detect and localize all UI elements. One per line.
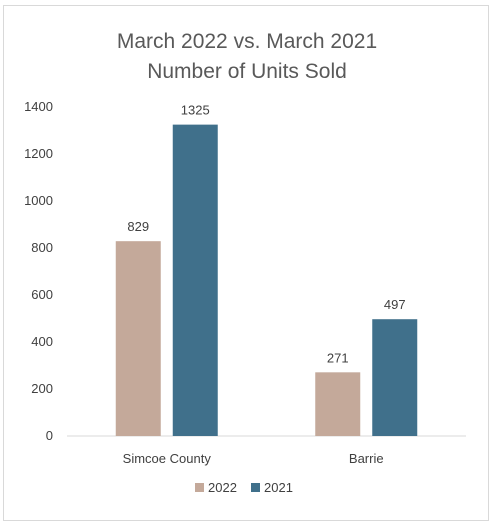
legend-swatch-2021 (251, 483, 260, 492)
bar-2022-barrie (315, 372, 361, 436)
y-tick-label: 400 (31, 334, 53, 349)
y-axis: 0 200 400 600 800 1000 1200 1400 (24, 99, 53, 443)
bar-2021-simcoe-county (172, 124, 218, 436)
legend-label-2022: 2022 (208, 480, 237, 495)
legend: 2022 2021 (195, 480, 293, 495)
legend-label-2021: 2021 (264, 480, 293, 495)
data-label: 829 (127, 219, 149, 234)
y-tick-label: 0 (46, 428, 53, 443)
chart-subtitle: Number of Units Sold (147, 60, 347, 83)
chart-title: March 2022 vs. March 2021 (117, 30, 377, 53)
y-tick-label: 1000 (24, 193, 53, 208)
x-category-label: Simcoe County (123, 451, 212, 466)
y-tick-label: 1400 (24, 99, 53, 114)
x-axis: Simcoe County Barrie (123, 451, 384, 466)
y-tick-label: 800 (31, 240, 53, 255)
bar-2022-simcoe-county (115, 241, 161, 436)
data-label: 1325 (181, 103, 210, 118)
x-category-label: Barrie (349, 451, 384, 466)
data-label: 271 (327, 350, 349, 365)
legend-swatch-2022 (195, 483, 204, 492)
bars-group: 829 1325 271 497 (115, 103, 418, 436)
data-label: 497 (384, 297, 406, 312)
y-tick-label: 200 (31, 381, 53, 396)
bar-2021-barrie (372, 319, 418, 436)
y-tick-label: 600 (31, 287, 53, 302)
y-tick-label: 1200 (24, 146, 53, 161)
